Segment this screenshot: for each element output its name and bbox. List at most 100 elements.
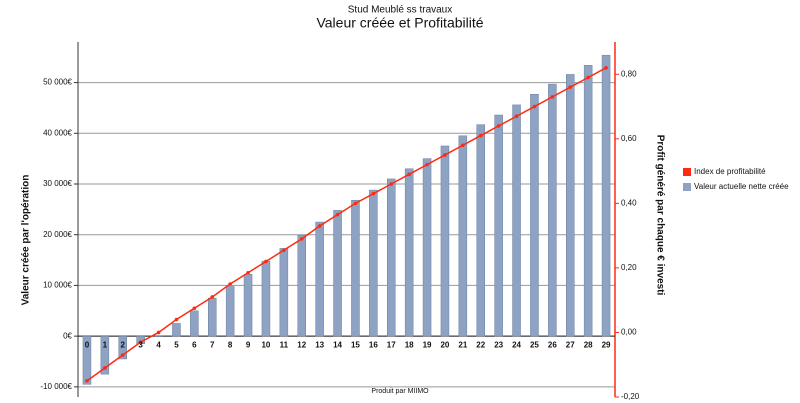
y-tick-label: 0€ bbox=[63, 331, 72, 340]
bar bbox=[512, 104, 521, 337]
bar bbox=[315, 221, 324, 337]
line-point bbox=[389, 182, 394, 186]
x-tick-label: 22 bbox=[476, 340, 485, 349]
line-point bbox=[85, 379, 89, 383]
legend-label: Valeur actuelle nette créée bbox=[694, 182, 789, 191]
bar bbox=[369, 189, 378, 337]
x-tick-label: 27 bbox=[566, 340, 575, 349]
x-tick-label: 12 bbox=[297, 340, 306, 349]
bar bbox=[154, 335, 163, 337]
x-tick-label: 9 bbox=[246, 340, 251, 349]
line bbox=[86, 67, 607, 382]
bar bbox=[279, 248, 289, 337]
x-tick-label: 19 bbox=[423, 340, 432, 349]
bar bbox=[118, 335, 127, 360]
bar bbox=[333, 210, 342, 337]
line-point bbox=[604, 66, 608, 70]
y2-tick-label: 0,60 bbox=[621, 134, 637, 143]
bar bbox=[404, 168, 414, 337]
bar bbox=[190, 310, 199, 337]
y-tick-label: 30 000€ bbox=[43, 179, 72, 188]
chart-subtitle: Stud Meublé ss travaux bbox=[348, 5, 453, 16]
x-tick-label: 13 bbox=[315, 340, 324, 349]
x-tick-label: 10 bbox=[261, 340, 270, 349]
line-point bbox=[496, 124, 501, 128]
line-point bbox=[335, 212, 340, 217]
x-tick-label: 2 bbox=[121, 340, 126, 349]
x-tick-label: 21 bbox=[458, 340, 467, 349]
bar bbox=[243, 274, 253, 337]
x-tick-label: 28 bbox=[584, 340, 593, 349]
x-tick-label: 11 bbox=[280, 340, 289, 349]
bar bbox=[476, 124, 485, 337]
y-tick-label: 50 000€ bbox=[43, 78, 72, 87]
x-tick-label: 6 bbox=[192, 340, 197, 349]
line-point bbox=[192, 306, 197, 311]
x-tick-label: 16 bbox=[369, 340, 378, 349]
line-point bbox=[425, 162, 429, 167]
line-point bbox=[443, 153, 447, 157]
line-point bbox=[264, 259, 268, 264]
chart-title: Valeur créée et Profitabilité bbox=[316, 15, 483, 31]
bar bbox=[387, 178, 396, 337]
line-point bbox=[550, 95, 555, 99]
x-tick-label: 14 bbox=[333, 340, 342, 349]
bar bbox=[566, 74, 575, 337]
legend-swatch bbox=[683, 168, 691, 176]
x-tick-label: 0 bbox=[85, 340, 90, 349]
y2-axis-title: Profit généré par chaque € investi bbox=[654, 135, 665, 296]
line-point bbox=[586, 75, 590, 80]
y2-tick-label: 0,80 bbox=[621, 69, 637, 78]
line-point bbox=[371, 191, 376, 196]
line-point bbox=[174, 317, 179, 322]
bar bbox=[225, 286, 235, 337]
legend-swatch bbox=[683, 183, 691, 191]
line-point bbox=[156, 330, 161, 335]
bar bbox=[422, 158, 432, 337]
x-tick-label: 29 bbox=[602, 340, 611, 349]
y-axis-title: Valeur créée par l'opération bbox=[21, 175, 32, 306]
bar bbox=[583, 65, 593, 337]
y2-tick-label: -0,20 bbox=[621, 392, 640, 401]
line-point bbox=[299, 237, 304, 241]
y-tick-label: 10 000€ bbox=[43, 281, 72, 290]
line-point bbox=[282, 248, 286, 252]
bar bbox=[351, 199, 360, 337]
x-tick-label: 1 bbox=[103, 340, 108, 349]
line-point bbox=[210, 295, 215, 299]
x-tick-label: 20 bbox=[440, 340, 449, 349]
y2-tick-label: 0,20 bbox=[621, 263, 637, 272]
bar bbox=[458, 135, 468, 337]
x-tick-label: 17 bbox=[387, 340, 396, 349]
y2-tick-label: 0,00 bbox=[621, 328, 637, 337]
y-tick-label: -10 000€ bbox=[40, 382, 72, 391]
line-point bbox=[317, 224, 322, 228]
line-point bbox=[407, 172, 411, 177]
x-tick-label: 5 bbox=[174, 340, 179, 349]
line-point bbox=[514, 114, 519, 119]
line-point bbox=[246, 270, 250, 275]
x-tick-label: 3 bbox=[138, 340, 143, 349]
x-tick-label: 18 bbox=[405, 340, 414, 349]
x-tick-label: 15 bbox=[351, 340, 360, 349]
line-point bbox=[138, 340, 143, 344]
y2-tick-label: 0,40 bbox=[621, 198, 637, 207]
bar bbox=[100, 335, 110, 375]
bar bbox=[530, 93, 539, 337]
x-tick-label: 24 bbox=[512, 340, 521, 349]
y-tick-label: 40 000€ bbox=[43, 128, 72, 137]
line-point bbox=[478, 133, 483, 138]
x-tick-label: 26 bbox=[548, 340, 557, 349]
line-point bbox=[103, 366, 107, 370]
line-point bbox=[461, 143, 465, 148]
line-point bbox=[568, 85, 573, 89]
bar bbox=[440, 145, 450, 337]
x-tick-label: 25 bbox=[530, 340, 539, 349]
x-tick-label: 8 bbox=[228, 340, 233, 349]
legend-label: Index de profitabilité bbox=[694, 167, 766, 176]
bar bbox=[208, 297, 217, 337]
line-point bbox=[228, 282, 232, 286]
bar bbox=[82, 335, 92, 385]
bar bbox=[297, 234, 306, 337]
